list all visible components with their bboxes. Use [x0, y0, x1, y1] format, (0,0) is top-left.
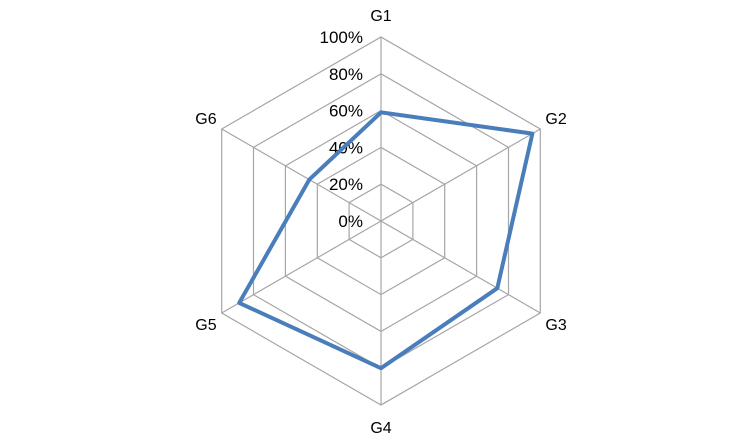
category-label-g3: G3: [545, 317, 566, 334]
tick-label-80: 80%: [329, 65, 363, 84]
series-line-1: [237, 110, 535, 371]
tick-label-100: 100%: [320, 28, 363, 47]
category-label-g1: G1: [370, 8, 391, 25]
spoke-g3: [380, 220, 541, 314]
radial-tick-labels: 0%20%40%60%80%100%: [320, 28, 363, 231]
category-label-g5: G5: [195, 317, 216, 334]
series-layer: [237, 110, 535, 371]
tick-label-0: 0%: [338, 212, 363, 231]
spoke-g6: [221, 128, 382, 222]
spoke-g5: [221, 220, 382, 314]
radar-grid: [221, 36, 541, 406]
category-labels: G1 G2 G3 G4 G5 G6: [195, 8, 567, 437]
tick-label-60: 60%: [329, 102, 363, 121]
category-label-g2: G2: [545, 111, 566, 128]
category-label-g4: G4: [370, 420, 391, 437]
tick-label-20: 20%: [329, 175, 363, 194]
spoke-g2: [380, 128, 541, 222]
category-label-g6: G6: [195, 111, 216, 128]
